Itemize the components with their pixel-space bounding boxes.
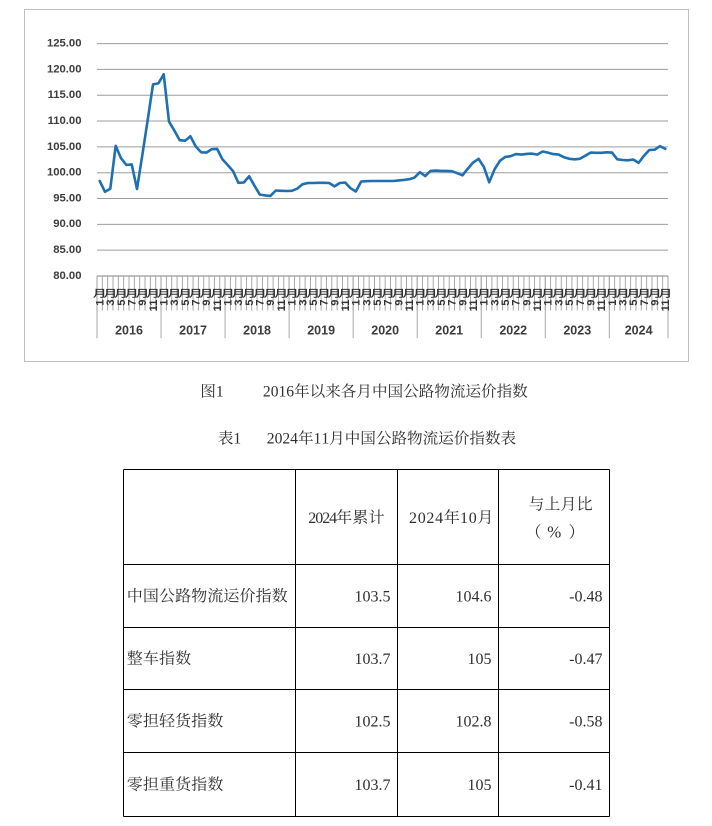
svg-text:102.8: 102.8 [456, 713, 492, 730]
svg-text:3: 3 [489, 300, 501, 306]
svg-text:7: 7 [447, 300, 459, 306]
svg-text:125.00: 125.00 [47, 38, 82, 50]
svg-text:1: 1 [233, 431, 241, 448]
svg-text:103.7: 103.7 [355, 777, 391, 794]
svg-text:9: 9 [265, 300, 277, 306]
svg-text:5: 5 [500, 300, 512, 306]
svg-text:11: 11 [532, 300, 544, 312]
svg-text:1: 1 [415, 300, 427, 306]
svg-text:115.00: 115.00 [48, 89, 82, 101]
svg-text:1: 1 [607, 300, 619, 306]
svg-text:1: 1 [94, 300, 106, 306]
svg-text:3: 3 [233, 300, 245, 306]
svg-text:11: 11 [148, 300, 160, 312]
svg-text:11: 11 [276, 300, 288, 312]
svg-text:3: 3 [105, 300, 117, 306]
svg-text:103.7: 103.7 [355, 651, 391, 668]
svg-text:102.5: 102.5 [355, 713, 391, 730]
svg-text:1: 1 [223, 300, 235, 306]
svg-text:11: 11 [212, 300, 224, 312]
svg-text:105.00: 105.00 [47, 141, 82, 153]
svg-text:11: 11 [596, 300, 608, 312]
svg-text:7: 7 [255, 300, 267, 306]
svg-text:%: % [547, 523, 561, 542]
svg-text:5: 5 [436, 300, 448, 306]
svg-text:3: 3 [297, 300, 309, 306]
svg-text:2023: 2023 [563, 324, 591, 338]
svg-text:2024: 2024 [308, 510, 337, 527]
svg-text:3: 3 [169, 300, 181, 306]
svg-text:5: 5 [372, 300, 384, 306]
svg-text:9: 9 [393, 300, 405, 306]
svg-text:9: 9 [649, 300, 661, 306]
svg-text:9: 9 [329, 300, 341, 306]
svg-text:-0.47: -0.47 [569, 651, 602, 668]
svg-text:11: 11 [340, 300, 352, 312]
svg-text:9: 9 [137, 300, 149, 306]
svg-text:85.00: 85.00 [53, 244, 81, 256]
svg-text:2018: 2018 [243, 324, 271, 338]
svg-text:2016: 2016 [263, 384, 294, 401]
svg-text:105: 105 [468, 777, 492, 794]
svg-text:7: 7 [383, 300, 395, 306]
svg-text:2024: 2024 [625, 324, 653, 338]
svg-text:1: 1 [479, 300, 491, 306]
svg-text:1: 1 [351, 300, 363, 306]
svg-text:3: 3 [425, 300, 437, 306]
svg-text:5: 5 [180, 300, 192, 306]
svg-text:7: 7 [191, 300, 203, 306]
svg-text:5: 5 [564, 300, 576, 306]
svg-text:104.6: 104.6 [456, 588, 492, 605]
svg-text:-0.48: -0.48 [569, 588, 602, 605]
svg-text:9: 9 [521, 300, 533, 306]
svg-text:3: 3 [361, 300, 373, 306]
svg-text:3: 3 [617, 300, 629, 306]
svg-text:7: 7 [126, 300, 138, 306]
svg-text:2017: 2017 [179, 324, 207, 338]
svg-text:2020: 2020 [371, 324, 399, 338]
svg-text:103.5: 103.5 [355, 588, 391, 605]
svg-text:1: 1 [159, 300, 171, 306]
svg-text:105: 105 [468, 651, 492, 668]
svg-text:5: 5 [116, 300, 128, 306]
svg-text:11: 11 [468, 300, 480, 312]
svg-text:1: 1 [543, 300, 555, 306]
svg-text:11: 11 [404, 300, 416, 312]
svg-text:1: 1 [287, 300, 299, 306]
svg-text:7: 7 [511, 300, 523, 306]
svg-text:-0.41: -0.41 [569, 777, 602, 794]
svg-text:2022: 2022 [499, 324, 527, 338]
svg-text:110.00: 110.00 [48, 115, 82, 127]
svg-text:7: 7 [319, 300, 331, 306]
svg-text:80.00: 80.00 [53, 270, 81, 282]
svg-text:2019: 2019 [307, 324, 335, 338]
svg-text:5: 5 [628, 300, 640, 306]
svg-text:5: 5 [244, 300, 256, 306]
svg-text:2024: 2024 [267, 431, 298, 448]
svg-text:7: 7 [639, 300, 651, 306]
svg-text:3: 3 [553, 300, 565, 306]
svg-text:5: 5 [308, 300, 320, 306]
svg-text:7: 7 [575, 300, 587, 306]
svg-text:9: 9 [201, 300, 213, 306]
svg-text:9: 9 [585, 300, 597, 306]
svg-text:2021: 2021 [435, 324, 463, 338]
svg-text:2016: 2016 [115, 324, 143, 338]
svg-text:120.00: 120.00 [47, 63, 82, 75]
svg-text:-0.58: -0.58 [569, 713, 602, 730]
svg-text:90.00: 90.00 [53, 218, 81, 230]
svg-text:100.00: 100.00 [47, 167, 82, 179]
svg-text:9: 9 [457, 300, 469, 306]
svg-text:11: 11 [314, 431, 330, 448]
svg-text:10: 10 [460, 510, 477, 527]
svg-text:1: 1 [216, 384, 224, 401]
svg-text:11: 11 [660, 300, 672, 312]
svg-text:95.00: 95.00 [53, 192, 81, 204]
svg-text:2024: 2024 [409, 510, 443, 527]
